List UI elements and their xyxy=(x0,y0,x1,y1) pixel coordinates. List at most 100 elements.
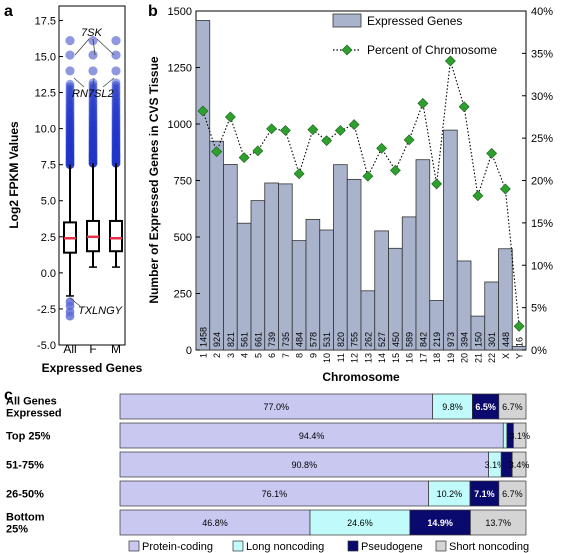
panel-a-x-tick-label: F xyxy=(89,342,96,356)
panel-b-bar-value-label: 561 xyxy=(240,332,250,347)
panel-c-legend-label: Short noncoding xyxy=(449,541,529,553)
panel-b-percent-marker xyxy=(238,152,250,164)
panel-b-x-tick-label: 13 xyxy=(363,353,373,363)
panel-b-percent-marker xyxy=(444,55,456,67)
panel-a-outlier-point xyxy=(88,50,98,60)
panel-c-letter: c xyxy=(4,387,13,404)
panel-a-x-tick-label: M xyxy=(111,342,121,356)
panel-c-segment-label: 77.0% xyxy=(264,402,290,412)
annotation-rn7sl2-leader-left xyxy=(73,77,85,88)
panel-b-x-tick-label: 17 xyxy=(418,353,428,363)
panel-c-segment xyxy=(428,480,471,507)
panel-c-segment xyxy=(502,422,508,449)
panel-b-percent-marker xyxy=(293,168,305,180)
panel-a-y-tick-label: 2.5 xyxy=(41,232,56,244)
panel-b-x-tick-label: 20 xyxy=(460,353,470,363)
panel-a-boxes xyxy=(63,36,123,321)
panel-b-percent-marker xyxy=(252,145,264,157)
panel-b-bar-value-label: 973 xyxy=(446,332,456,347)
panel-b-x-tick-label: Y xyxy=(515,353,525,359)
panel-a-outlier-point xyxy=(88,86,98,95)
panel-b-bar xyxy=(415,159,431,351)
panel-b-y2-tick-label: 30% xyxy=(531,91,553,103)
panel-b-y-tick-label: 0 xyxy=(186,345,192,357)
panel-c-segment-label: 24.6% xyxy=(347,518,373,528)
panel-a-outlier-point xyxy=(111,83,121,93)
panel-b-x-tick-label: 19 xyxy=(446,353,456,363)
panel-b-x-tick-label: 5 xyxy=(253,353,263,358)
panel-b-bar xyxy=(333,164,348,351)
panel-b-x-tick-label: 18 xyxy=(432,353,442,363)
panel-b-percent-marker xyxy=(486,147,498,159)
panel-b-x-tick-label: 10 xyxy=(322,353,332,363)
panel-b-y2-tick-label: 25% xyxy=(531,133,553,145)
panel-b-x-tick-label: 2 xyxy=(212,353,222,358)
panel-b-x-tick-label: 6 xyxy=(267,353,277,358)
panel-b-y-axis-label: Number of Expressed Genes in CVS Tissue xyxy=(147,56,161,304)
panel-b-bar-value-label: 1458 xyxy=(198,327,208,347)
panel-a-y-tick-label: 10.0 xyxy=(35,124,56,136)
panel-a-y-tick-label: 15.0 xyxy=(35,51,56,63)
panel-b-bar xyxy=(223,164,238,351)
panel-c-segment xyxy=(119,393,433,420)
panel-c-legend-swatch xyxy=(128,540,140,552)
legend-swatch-expressed-genes xyxy=(332,13,362,28)
panel-b-bar xyxy=(264,182,279,351)
panel-c-segment xyxy=(432,393,473,420)
panel-b-bar xyxy=(236,222,252,351)
panel-b-y2-tick-label: 40% xyxy=(531,6,553,18)
panel-c-segment xyxy=(513,422,527,449)
panel-b-percent-marker xyxy=(348,119,360,130)
panel-b-x-tick-label: 12 xyxy=(350,353,360,363)
panel-b-bars: 1458 924 821 561 661 739 735 484 578 531 820 755 262… xyxy=(195,20,527,351)
panel-b-percent-line xyxy=(202,60,520,327)
panel-c-legend-label: Long noncoding xyxy=(246,541,324,553)
panel-b-bar xyxy=(443,129,458,351)
panel-b-percent-marker xyxy=(266,123,278,135)
panel-c-segment-label: 6.5% xyxy=(475,402,496,412)
panel-a-box xyxy=(109,219,123,253)
annotation-7sk-leader-mid xyxy=(92,38,96,56)
panel-b-percent-marker xyxy=(513,320,525,332)
panel-b-percent-marker xyxy=(458,101,470,113)
panel-b-bar-value-label: 739 xyxy=(267,332,277,347)
panel-b-bar-value-label: 484 xyxy=(295,332,305,347)
panel-b-percent-marker xyxy=(279,125,291,136)
annotation-txlngy: TXLNGY xyxy=(78,305,123,317)
panel-b-x-tick-label: 21 xyxy=(473,353,483,363)
panel-b-x-tick-label: 22 xyxy=(487,353,497,363)
panel-a-outlier-point xyxy=(65,87,75,97)
panel-b-bar-value-label: 820 xyxy=(336,332,346,347)
panel-b-percent-marker xyxy=(362,170,374,182)
panel-c-segment-label: 7.1% xyxy=(474,489,495,499)
panel-c-segment xyxy=(498,393,527,420)
panel-b-bar xyxy=(278,183,293,351)
panel-b-bar xyxy=(250,200,266,351)
panel-b-bar-value-label: 578 xyxy=(308,332,318,347)
panel-b-bar-value-label: 531 xyxy=(322,332,332,347)
panel-c-segment-label: 90.8% xyxy=(292,460,318,470)
panel-c-segment-label: 6.7% xyxy=(502,489,523,499)
panel-b-bar xyxy=(346,178,362,351)
panel-c-segment-label: 10.2% xyxy=(437,489,463,499)
panel-b-x-tick-label: X xyxy=(501,353,511,359)
panel-b-bar-value-label: 262 xyxy=(363,332,373,347)
panel-b-bar-value-label: 589 xyxy=(405,332,415,347)
panel-b-bar-chart: 1458 924 821 561 661 739 735 484 578 531 820 755 262… xyxy=(147,6,553,384)
panel-a-outlier-point xyxy=(65,311,75,321)
annotation-txlngy-leader xyxy=(69,297,81,307)
panel-a-y-tick-label: 5.0 xyxy=(41,196,56,208)
panel-c-segment-label: 76.1% xyxy=(262,489,288,499)
panel-a-y-tick-label: 12.5 xyxy=(35,88,56,100)
panel-a-outlier-point xyxy=(65,50,75,60)
panel-c-segment xyxy=(498,480,527,507)
panel-b-y-tick-label: 1000 xyxy=(168,119,192,131)
panel-b-x-tick-label: 9 xyxy=(308,353,318,358)
panel-a-outlier-point xyxy=(65,84,75,94)
panel-b-percent-marker xyxy=(417,97,429,109)
panel-b-bar-value-label: 924 xyxy=(212,332,222,347)
panel-b-percent-marker xyxy=(197,105,209,117)
panel-b-x-tick-label: 14 xyxy=(377,353,387,363)
